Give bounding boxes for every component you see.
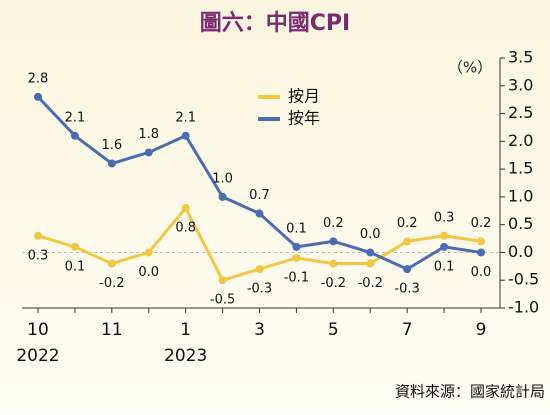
data-point: [107, 159, 116, 168]
source-label: 資料來源：國家統計局: [395, 383, 545, 401]
data-label: 1.6: [101, 138, 122, 153]
data-label: 0.1: [65, 259, 86, 274]
x-tick-label: 11: [101, 320, 123, 340]
legend-label: 按月: [288, 87, 320, 106]
data-point: [403, 265, 412, 274]
data-label: 2.1: [175, 110, 196, 125]
data-point: [70, 131, 79, 140]
year-label: 2023: [164, 346, 207, 366]
y-tick-label: 1.0: [508, 186, 533, 205]
x-tick-label: 1: [180, 320, 191, 340]
y-tick-label: 2.0: [508, 131, 533, 150]
data-point: [292, 242, 301, 251]
data-label: 0.1: [286, 221, 307, 236]
x-tick-label: 10: [27, 320, 49, 340]
x-tick-label: 9: [476, 320, 487, 340]
data-point: [292, 254, 301, 262]
data-point: [255, 209, 264, 218]
data-point: [218, 192, 227, 201]
data-label: -0.2: [321, 276, 346, 291]
data-label: 1.8: [138, 127, 159, 142]
data-point: [34, 92, 42, 101]
y-tick-label: 1.5: [508, 159, 533, 178]
y-tick-label: 3.0: [508, 75, 533, 94]
data-label: 0.3: [434, 210, 455, 225]
data-label: 0.2: [471, 216, 492, 231]
data-point: [477, 237, 485, 246]
data-label: 2.8: [28, 71, 49, 86]
chart-title: 圖六：中國CPI: [200, 11, 350, 36]
y-tick-label: 0.0: [508, 242, 533, 261]
data-point: [218, 276, 227, 285]
data-label: -0.2: [358, 276, 383, 291]
data-label: -0.3: [247, 282, 272, 297]
data-label: -0.5: [210, 293, 235, 308]
data-point: [329, 259, 338, 268]
x-tick-label: 3: [254, 320, 265, 340]
data-point: [181, 131, 190, 140]
data-point: [107, 259, 116, 268]
data-label: 0.1: [434, 259, 455, 274]
data-label: 0.2: [323, 216, 344, 231]
data-point: [255, 265, 264, 274]
data-label: -0.1: [284, 271, 309, 286]
data-point: [70, 242, 79, 251]
data-label: 0.2: [397, 216, 418, 231]
data-point: [440, 242, 449, 251]
unit-label: （%）: [448, 59, 492, 77]
data-point: [366, 259, 375, 268]
legend-label: 按年: [288, 109, 320, 128]
y-tick-label: 3.5: [508, 48, 533, 67]
data-point: [440, 231, 449, 240]
y-tick-label: 2.5: [508, 103, 533, 122]
y-tick-label: -1.0: [508, 298, 539, 317]
data-point: [144, 248, 153, 257]
data-label: 0.7: [249, 188, 270, 203]
data-label: 2.1: [65, 110, 86, 125]
data-label: 0.8: [175, 221, 196, 236]
data-label: 0.0: [471, 265, 492, 280]
data-label: 0.0: [138, 265, 159, 280]
data-point: [34, 231, 42, 240]
data-point: [403, 237, 412, 246]
data-point: [477, 248, 485, 257]
year-label: 2022: [16, 346, 59, 366]
y-tick-label: 0.5: [508, 214, 533, 233]
x-tick-label: 7: [402, 320, 413, 340]
x-tick-label: 5: [328, 320, 339, 340]
data-label: -0.3: [394, 282, 419, 297]
data-point: [329, 237, 338, 246]
data-label: 0.0: [360, 227, 381, 242]
data-label: 0.3: [28, 248, 49, 263]
y-tick-label: -0.5: [508, 270, 539, 289]
data-point: [144, 148, 153, 157]
data-label: -0.2: [99, 276, 124, 291]
data-label: 1.0: [212, 171, 233, 186]
data-point: [366, 248, 375, 257]
data-point: [181, 204, 190, 212]
